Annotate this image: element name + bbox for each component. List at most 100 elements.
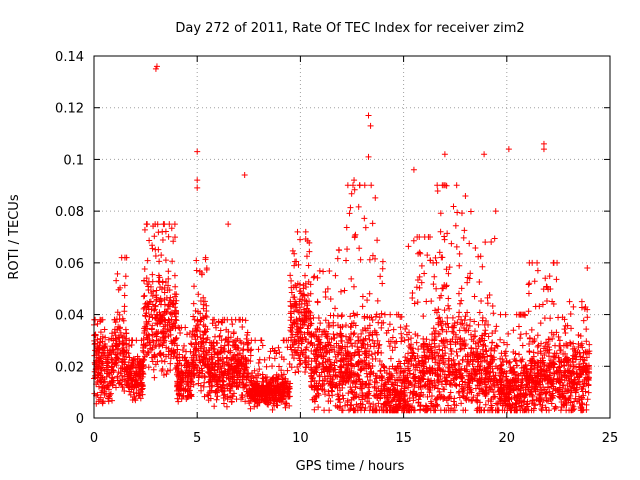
data-point <box>190 357 197 364</box>
data-point <box>281 385 288 392</box>
data-point <box>183 348 190 355</box>
data-point <box>364 325 371 332</box>
data-point <box>470 394 477 401</box>
data-point <box>313 386 320 393</box>
data-point <box>449 336 456 343</box>
data-point <box>347 384 354 391</box>
data-point <box>223 326 230 333</box>
data-point <box>349 389 356 396</box>
data-point <box>217 327 224 334</box>
data-point <box>105 395 112 402</box>
data-point <box>453 243 460 250</box>
data-point <box>418 279 425 286</box>
data-point <box>194 317 201 324</box>
data-point <box>221 348 228 355</box>
data-point <box>102 334 109 341</box>
data-point <box>482 391 489 398</box>
data-point <box>517 357 524 364</box>
data-point <box>515 398 522 405</box>
data-point <box>249 372 256 379</box>
data-point <box>322 317 329 324</box>
data-point <box>232 356 239 363</box>
data-point <box>458 342 465 349</box>
data-point <box>495 407 502 414</box>
data-point <box>119 359 126 366</box>
data-point <box>359 303 366 310</box>
data-point <box>167 367 174 374</box>
data-point <box>436 391 443 398</box>
data-point <box>439 338 446 345</box>
data-point <box>464 279 471 286</box>
data-point <box>104 360 111 367</box>
data-point <box>296 304 303 311</box>
data-point <box>432 333 439 340</box>
data-point <box>437 228 444 235</box>
data-point <box>458 400 465 407</box>
data-point <box>375 400 382 407</box>
data-point <box>236 370 243 377</box>
data-point <box>567 339 574 346</box>
data-point <box>296 315 303 322</box>
data-point <box>258 385 265 392</box>
data-point <box>193 362 200 369</box>
data-point <box>491 393 498 400</box>
data-point <box>536 303 543 310</box>
data-point <box>191 283 198 290</box>
data-point <box>128 386 135 393</box>
data-point <box>445 295 452 302</box>
data-point <box>170 238 177 245</box>
data-point <box>460 392 467 399</box>
data-point <box>504 401 511 408</box>
data-point <box>262 375 269 382</box>
data-point <box>408 345 415 352</box>
data-point <box>121 303 128 310</box>
data-point <box>326 392 333 399</box>
data-point <box>120 317 127 324</box>
data-point <box>435 306 442 313</box>
data-point <box>352 383 359 390</box>
data-point <box>173 355 180 362</box>
data-point <box>158 329 165 336</box>
data-point <box>466 388 473 395</box>
data-point <box>166 286 173 293</box>
data-point <box>497 398 504 405</box>
data-point <box>130 355 137 362</box>
data-point <box>569 345 576 352</box>
data-point <box>351 177 358 184</box>
data-point <box>374 349 381 356</box>
data-point <box>247 358 254 365</box>
data-point <box>297 351 304 358</box>
data-point <box>288 277 295 284</box>
data-point <box>424 405 431 412</box>
data-point <box>322 331 329 338</box>
data-point <box>402 325 409 332</box>
data-point <box>200 383 207 390</box>
data-point <box>424 393 431 400</box>
data-point <box>372 378 379 385</box>
data-point <box>216 332 223 339</box>
data-point <box>395 363 402 370</box>
data-point <box>150 223 157 230</box>
data-point <box>446 264 453 271</box>
data-point <box>288 346 295 353</box>
data-point <box>485 376 492 383</box>
data-point <box>420 313 427 320</box>
data-point <box>545 407 552 414</box>
data-point <box>447 377 454 384</box>
data-point <box>344 182 351 189</box>
data-point <box>162 321 169 328</box>
data-point <box>120 353 127 359</box>
data-point <box>482 330 489 337</box>
data-point <box>475 253 482 260</box>
data-point <box>158 357 165 364</box>
data-point <box>294 320 301 327</box>
data-point <box>467 270 474 277</box>
x-tick-label: 20 <box>499 431 516 446</box>
data-point <box>540 146 547 153</box>
data-point <box>409 290 416 297</box>
data-point <box>295 344 302 351</box>
data-point <box>534 386 541 393</box>
data-point <box>572 351 579 358</box>
data-point <box>506 358 513 365</box>
